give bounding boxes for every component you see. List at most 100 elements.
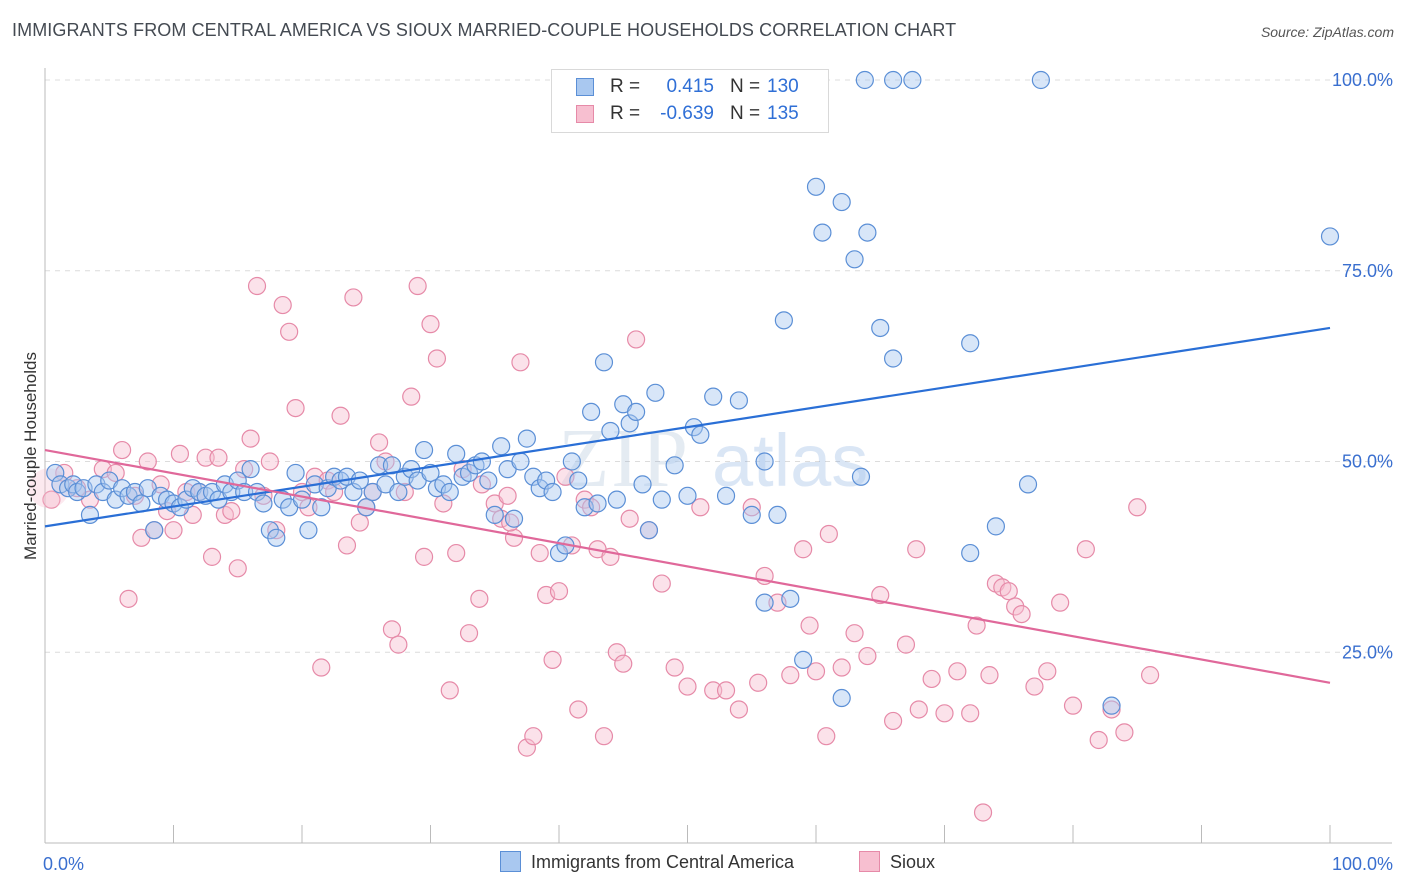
central-america-point xyxy=(434,475,453,494)
sioux-point xyxy=(331,406,350,425)
central-america-point xyxy=(961,543,980,563)
central-america-point xyxy=(633,475,652,494)
central-america-point xyxy=(588,494,607,513)
central-america-point xyxy=(569,471,588,490)
sioux-point xyxy=(222,501,241,521)
central-america-point xyxy=(46,463,65,483)
r-value: 0.415 xyxy=(666,76,714,97)
sioux-point xyxy=(459,624,479,643)
sioux-point xyxy=(543,650,562,669)
central-america-point xyxy=(858,223,877,242)
sioux-point xyxy=(896,635,916,654)
blue-swatch xyxy=(576,78,594,96)
sioux-point xyxy=(517,738,536,757)
sioux-point xyxy=(286,398,305,418)
central-america-point xyxy=(704,387,723,406)
y-tick-label: 75.0% xyxy=(1342,261,1393,281)
central-america-point xyxy=(961,334,980,353)
sioux-point xyxy=(196,448,215,467)
central-america-point xyxy=(620,414,639,433)
central-america-point xyxy=(813,223,832,242)
y-axis-label: Married-couple Households xyxy=(21,352,40,560)
sioux-point xyxy=(402,387,421,406)
central-america-point xyxy=(260,521,279,540)
legend-label: Sioux xyxy=(890,852,936,872)
sioux-point xyxy=(806,662,826,681)
central-america-point xyxy=(883,70,903,90)
pink-legend-swatch xyxy=(859,851,880,872)
sioux-point xyxy=(344,288,363,307)
sioux-point xyxy=(337,536,357,555)
central-america-point xyxy=(832,192,851,212)
sioux-point xyxy=(382,620,402,639)
sioux-point xyxy=(678,677,697,696)
x-tick-label: 0.0% xyxy=(43,854,84,874)
sioux-point xyxy=(241,429,260,448)
sioux-point xyxy=(935,704,954,723)
central-america-point xyxy=(1102,696,1121,715)
r-value: -0.639 xyxy=(660,103,714,124)
sioux-point xyxy=(1128,498,1147,517)
sioux-point xyxy=(370,433,389,452)
legend-item-central-america: Immigrants from Central America xyxy=(500,851,794,873)
sioux-point xyxy=(569,700,588,719)
central-america-point xyxy=(286,463,305,483)
sioux-point xyxy=(504,528,524,547)
legend-row-pink: R = -0.639 N = 135 xyxy=(552,100,828,128)
sioux-point xyxy=(524,727,543,746)
central-america-point xyxy=(986,517,1006,536)
central-america-point xyxy=(678,486,697,505)
central-america-point xyxy=(845,250,864,269)
central-america-point xyxy=(582,402,601,422)
sioux-point xyxy=(1051,593,1070,612)
central-america-point xyxy=(781,589,800,608)
central-america-point xyxy=(851,467,871,486)
sioux-point xyxy=(999,582,1018,601)
sioux-point xyxy=(164,521,183,540)
central-america-point xyxy=(511,452,530,471)
sioux-point xyxy=(421,315,440,334)
sioux-point xyxy=(626,330,646,349)
central-america-point xyxy=(145,521,164,540)
central-america-point xyxy=(883,349,903,368)
n-label: N = xyxy=(730,103,761,124)
pink-swatch xyxy=(576,105,594,123)
central-america-point xyxy=(479,471,498,490)
sioux-point xyxy=(922,669,941,689)
central-america-point xyxy=(646,383,665,402)
legend-label: Immigrants from Central America xyxy=(531,852,795,872)
central-america-point xyxy=(691,425,710,444)
sioux-point xyxy=(280,322,299,341)
n-label: N = xyxy=(730,76,761,97)
central-america-point xyxy=(504,509,524,528)
central-america-point xyxy=(254,494,273,513)
sioux-point xyxy=(800,616,819,635)
central-america-point xyxy=(774,311,793,330)
sioux-point xyxy=(247,276,267,296)
sioux-point xyxy=(228,559,247,578)
sioux-point xyxy=(530,543,549,563)
sioux-point xyxy=(202,547,222,566)
central-america-point xyxy=(794,650,813,669)
central-america-point xyxy=(1018,475,1038,494)
sioux-point xyxy=(427,349,447,368)
chart-title: IMMIGRANTS FROM CENTRAL AMERICA VS SIOUX… xyxy=(12,20,957,40)
sioux-point xyxy=(498,486,517,505)
central-america-point xyxy=(1320,227,1340,246)
sioux-point xyxy=(620,509,639,528)
central-america-point xyxy=(312,498,331,517)
sioux-point xyxy=(665,658,684,677)
r-label: R = xyxy=(610,76,641,97)
central-america-point xyxy=(639,521,659,540)
legend-row-blue: R = 0.415 N = 130 xyxy=(552,73,828,101)
tick-labels: 25.0% 50.0% 75.0% 100.0% 0.0% 100.0% xyxy=(43,70,1393,874)
sioux-point xyxy=(1140,666,1160,685)
central-america-point xyxy=(549,543,569,563)
sioux-trend-line xyxy=(44,448,1331,684)
sioux-point xyxy=(260,452,279,471)
central-america-point xyxy=(267,528,286,547)
central-america-point xyxy=(299,521,318,540)
central-america-trend-line xyxy=(44,326,1331,528)
central-america-point xyxy=(607,490,626,509)
sioux-point xyxy=(106,463,125,483)
